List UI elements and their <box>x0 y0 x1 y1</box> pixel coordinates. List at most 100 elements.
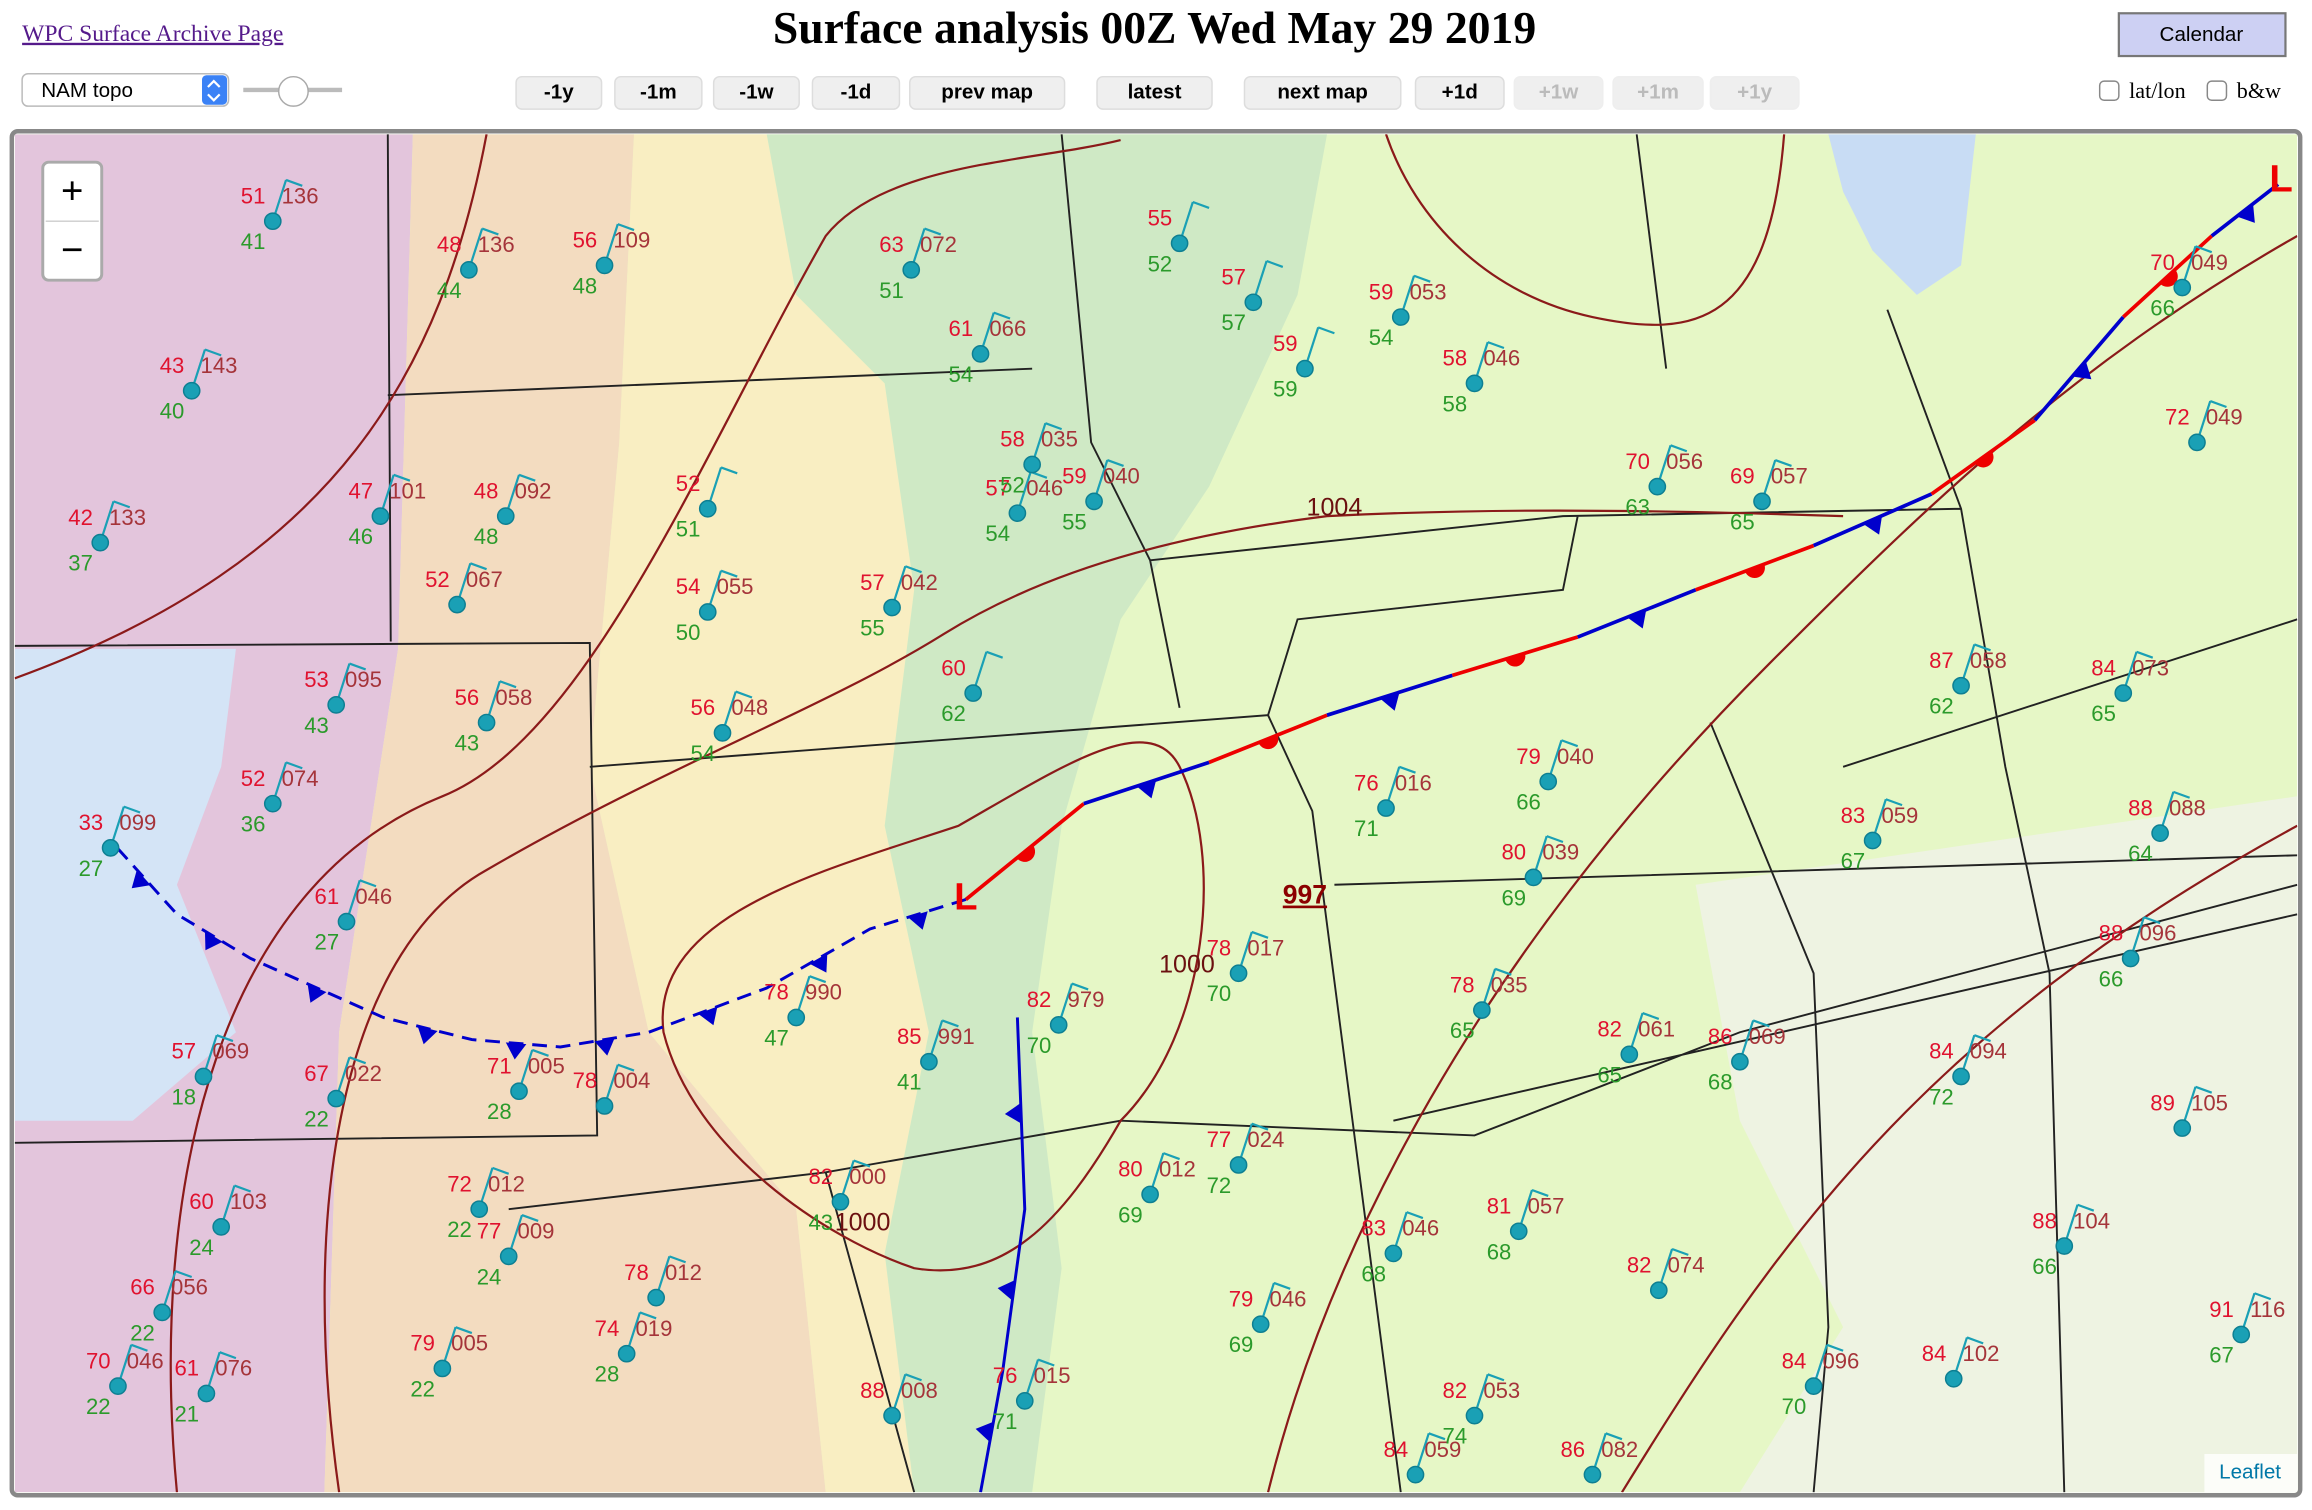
zoom-in[interactable]: + <box>61 169 83 212</box>
station-temperature: 57 <box>860 570 885 595</box>
station-dewpoint: 36 <box>241 812 266 837</box>
station-temperature: 82 <box>808 1164 833 1189</box>
nav-button[interactable] <box>1243 75 1402 110</box>
nav-button[interactable] <box>1414 75 1505 110</box>
nav-button[interactable] <box>909 75 1066 110</box>
front-triangle <box>1863 515 1883 535</box>
station-temperature: 63 <box>879 232 904 257</box>
station-pressure: 069 <box>1749 1024 1786 1049</box>
checkbox[interactable] <box>2098 80 2120 102</box>
station-dewpoint: 55 <box>860 616 885 641</box>
station-pressure: 008 <box>901 1378 938 1403</box>
station-dewpoint: 69 <box>1502 885 1527 910</box>
station-pressure: 012 <box>665 1260 702 1285</box>
archive-link[interactable]: WPC Surface Archive Page <box>22 21 283 47</box>
station-circle <box>831 1192 850 1211</box>
wind-barb-tick <box>720 466 738 475</box>
station-temperature: 52 <box>241 766 266 791</box>
station-temperature: 86 <box>1560 1437 1585 1462</box>
terrain-high <box>14 134 413 1493</box>
station-circle <box>182 381 201 400</box>
station-pressure: 104 <box>2073 1208 2110 1233</box>
wind-barb-tick <box>986 650 1004 659</box>
isobar-label: 1000 <box>835 1209 891 1237</box>
station-circle <box>2188 433 2206 452</box>
wind-barb-tick <box>469 562 487 571</box>
station-circle <box>1141 1185 1159 1204</box>
station-circle <box>109 1377 127 1395</box>
checkbox[interactable] <box>2206 80 2228 102</box>
station-temperature: 84 <box>1922 1341 1947 1366</box>
station-pressure: 035 <box>1041 427 1078 452</box>
station-circle <box>1524 868 1543 887</box>
wind-barb-tick <box>113 500 131 509</box>
layer-select[interactable] <box>21 72 230 107</box>
station-dewpoint: 68 <box>1487 1239 1512 1264</box>
station-pressure: 055 <box>717 574 754 599</box>
station-circle <box>1473 1001 1491 1019</box>
station-pressure: 076 <box>215 1356 252 1381</box>
station-circle <box>902 261 921 279</box>
station-pressure: 035 <box>1491 972 1528 997</box>
station-circle <box>595 1097 614 1115</box>
station-circle <box>101 839 120 857</box>
wind-barb-tick <box>2254 1292 2272 1301</box>
station-temperature: 84 <box>2091 655 2116 680</box>
nav-button[interactable] <box>712 75 800 110</box>
station-dewpoint: 67 <box>1841 848 1866 873</box>
nav-button[interactable] <box>614 75 703 110</box>
wind-barb-tick <box>617 223 635 232</box>
station-circle <box>2121 949 2140 968</box>
station-temperature: 61 <box>949 316 974 341</box>
wind-barb-tick <box>1037 1358 1055 1367</box>
station-circle <box>1952 1067 1970 1086</box>
nav-button[interactable] <box>1096 75 1213 110</box>
station-pressure: 040 <box>1103 464 1140 489</box>
front-triangle <box>417 1026 438 1045</box>
station-temperature: 78 <box>1207 935 1232 960</box>
station-circle <box>698 499 717 518</box>
zoom-out[interactable]: − <box>61 228 83 271</box>
wind-barb-tick <box>1071 982 1089 991</box>
station-circle <box>470 1200 489 1219</box>
wind-barb-tick <box>219 1351 237 1360</box>
station-dewpoint: 54 <box>691 741 716 766</box>
opacity-slider-knob[interactable] <box>277 75 309 107</box>
station-dewpoint: 24 <box>189 1235 214 1260</box>
attribution-link[interactable]: Leaflet <box>2219 1461 2281 1484</box>
station-dewpoint: 67 <box>2209 1342 2234 1367</box>
front-line <box>2033 315 2125 422</box>
station-dewpoint: 51 <box>676 517 701 542</box>
station-pressure: 067 <box>466 567 503 592</box>
front-triangle <box>594 1037 615 1056</box>
calendar-button[interactable] <box>2117 12 2287 58</box>
nav-button-label: -1m <box>640 80 677 103</box>
wind-barb-tick <box>669 1255 687 1264</box>
station-dewpoint: 27 <box>79 856 104 881</box>
station-circle <box>1539 772 1558 791</box>
station-temperature: 48 <box>474 478 499 503</box>
wind-barb-tick <box>518 473 536 482</box>
isobar <box>661 741 1205 1272</box>
isobar <box>169 139 1121 1493</box>
wind-barb-tick <box>521 1214 539 1223</box>
nav-button[interactable] <box>515 75 603 110</box>
station-pressure: 092 <box>515 478 552 503</box>
station-dewpoint: 66 <box>2099 966 2124 991</box>
station-dewpoint: 62 <box>1929 694 1954 719</box>
front-triangle <box>2236 203 2255 223</box>
low-pressure-label: 997 <box>1283 880 1327 910</box>
wind-barb-tick <box>455 1326 473 1335</box>
nav-button <box>1513 75 1604 110</box>
terrain-mid <box>324 134 826 1493</box>
station-temperature: 47 <box>348 478 373 503</box>
nav-button-label: +1m <box>1637 80 1679 103</box>
nav-button[interactable] <box>811 75 901 110</box>
station-pressure: 048 <box>731 695 768 720</box>
checkboxes: lat/lon b&w <box>2098 78 2281 103</box>
station-dewpoint: 21 <box>174 1401 199 1426</box>
station-pressure: 109 <box>613 228 650 253</box>
station-pressure: 056 <box>1666 449 1703 474</box>
station-circle <box>212 1218 231 1236</box>
